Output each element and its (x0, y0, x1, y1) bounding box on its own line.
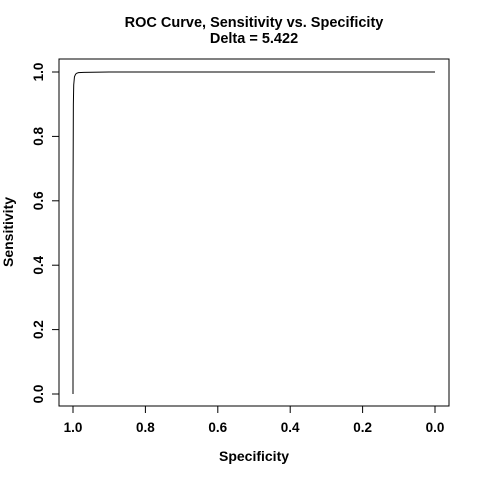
x-tick-label: 0.2 (353, 420, 372, 435)
x-axis-label: Specificity (219, 448, 289, 464)
y-tick-label: 0.2 (31, 320, 46, 339)
y-tick-label: 0.4 (31, 255, 46, 274)
roc-curve-line (72, 71, 435, 394)
y-tick-label: 0.6 (31, 191, 46, 210)
x-tick-label: 0.4 (281, 420, 300, 435)
x-tick-label: 0.8 (136, 420, 155, 435)
series-layer (72, 71, 435, 394)
x-tick-label: 0.6 (208, 420, 227, 435)
x-axis: 1.0 0.8 0.6 0.4 0.2 0.0 (64, 405, 445, 435)
chart-subtitle: Delta = 5.422 (210, 31, 298, 47)
y-axis-label: Sensitivity (0, 197, 16, 267)
x-tick-label: 0.0 (426, 420, 445, 435)
y-tick-label: 0.8 (31, 127, 46, 146)
x-tick-label: 1.0 (64, 420, 83, 435)
y-tick-label: 1.0 (31, 63, 46, 82)
chart-title: ROC Curve, Sensitivity vs. Specificity (125, 15, 384, 31)
y-axis: 0.0 0.2 0.4 0.6 0.8 1.0 (31, 63, 60, 404)
y-tick-label: 0.0 (31, 385, 46, 404)
